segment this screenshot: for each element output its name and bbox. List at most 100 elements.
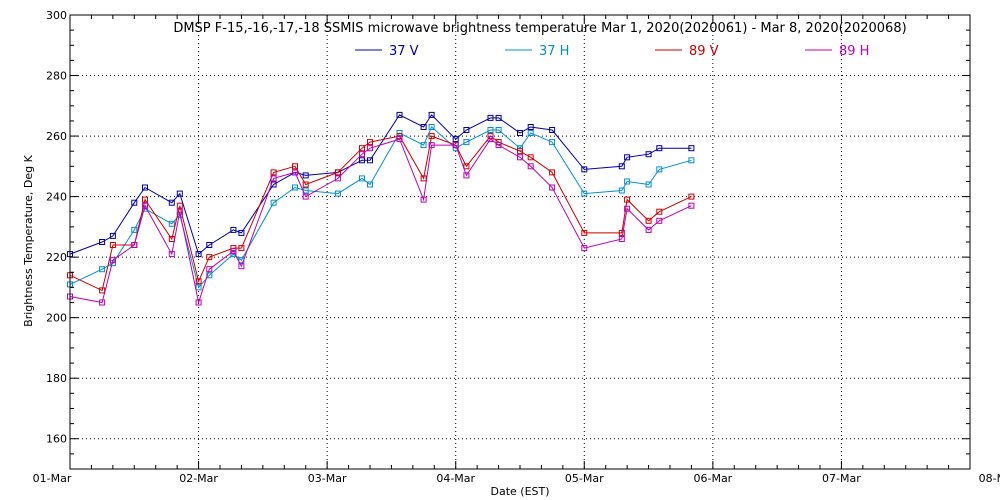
data-point-marker [688, 202, 695, 209]
data-point-marker [367, 139, 373, 146]
data-point-marker [452, 142, 459, 149]
data-point-marker [195, 278, 202, 285]
data-point-marker [195, 284, 202, 291]
legend-label: 89 H [839, 44, 869, 59]
data-point-marker [549, 169, 556, 176]
series-layer [67, 111, 695, 306]
data-point-marker [618, 236, 625, 242]
data-point-marker [270, 169, 277, 176]
data-point-marker [168, 220, 175, 227]
legend: 37 V 37 H 89 V 89 H [355, 44, 869, 59]
data-point-marker [688, 145, 695, 152]
data-point-marker [688, 193, 695, 200]
data-point-marker [206, 242, 213, 248]
data-point-marker [367, 145, 373, 152]
data-point-marker [292, 184, 298, 191]
data-point-marker [238, 245, 245, 252]
data-point-marker [270, 199, 277, 206]
data-point-marker [618, 229, 625, 236]
data-point-marker [168, 251, 175, 258]
data-point-marker [230, 248, 237, 255]
data-point-marker [142, 202, 148, 209]
x-tick-label: 08-Mar [979, 472, 1000, 485]
data-point-marker [396, 130, 403, 136]
data-point-marker [206, 272, 213, 279]
data-point-marker [549, 184, 556, 191]
data-point-marker [581, 190, 588, 197]
data-point-marker [428, 142, 435, 149]
data-point-marker [176, 202, 183, 209]
data-point-marker [99, 299, 106, 306]
data-point-marker [302, 181, 309, 188]
data-point-marker [359, 151, 365, 158]
data-point-marker [656, 217, 663, 224]
legend-item: 89 V [655, 44, 719, 59]
data-point-marker [238, 229, 245, 236]
data-point-marker [334, 175, 341, 182]
x-tick-label: 04-Mar [436, 472, 475, 485]
data-point-marker [302, 193, 309, 200]
data-point-marker [527, 130, 534, 136]
series-89-h [67, 136, 695, 306]
data-point-marker [517, 154, 523, 161]
data-point-marker [495, 127, 502, 133]
data-point-marker [517, 130, 523, 136]
data-point-marker [428, 124, 435, 130]
series-line [69, 135, 692, 292]
data-point-marker [463, 127, 470, 133]
data-point-marker [206, 254, 213, 261]
data-point-marker [367, 181, 373, 188]
data-point-marker [645, 226, 652, 233]
legend-item: 37 H [505, 44, 569, 59]
data-point-marker [131, 226, 138, 233]
data-point-marker [359, 157, 365, 164]
data-point-marker [292, 163, 298, 170]
data-point-marker [270, 175, 277, 182]
data-point-marker [452, 136, 459, 143]
data-point-marker [420, 142, 427, 149]
data-point-marker [238, 263, 245, 270]
data-point-marker [99, 287, 106, 294]
data-point-marker [463, 172, 470, 179]
y-tick-label: 280 [46, 70, 67, 83]
series-line [69, 114, 692, 255]
y-tick-label: 240 [46, 191, 67, 204]
data-point-marker [618, 187, 625, 194]
data-point-marker [168, 199, 175, 206]
data-point-marker [359, 175, 365, 182]
data-point-marker [495, 114, 502, 121]
chart-title: DMSP F-15,-16,-17,-18 SSMIS microwave br… [173, 21, 906, 36]
x-tick-label: 02-Mar [179, 472, 218, 485]
legend-item: 37 V [355, 44, 419, 59]
data-point-marker [206, 266, 213, 273]
data-point-marker [618, 163, 625, 170]
y-tick-labels: 160 180 200 220 240 260 280 300 [46, 9, 67, 446]
data-point-marker [142, 184, 148, 191]
data-point-marker [420, 196, 427, 203]
data-point-marker [624, 205, 631, 212]
data-point-marker [292, 169, 298, 176]
y-tick-label: 160 [46, 433, 67, 446]
data-point-marker [420, 124, 427, 130]
data-point-marker [487, 127, 494, 133]
x-tick-label: 01-Mar [33, 472, 72, 485]
x-tick-label: 05-Mar [565, 472, 604, 485]
x-tick-label: 06-Mar [693, 472, 732, 485]
data-point-marker [624, 196, 631, 203]
x-tick-labels: 01-Mar 02-Mar 03-Mar 04-Mar 05-Mar 06-Mar 07-M… [33, 472, 1000, 485]
data-point-marker [230, 226, 237, 233]
data-point-marker [549, 127, 556, 133]
data-point-marker [487, 136, 494, 143]
data-point-marker [334, 169, 341, 176]
data-point-marker [581, 245, 588, 252]
data-point-marker [176, 208, 183, 215]
data-point-marker [656, 145, 663, 152]
y-tick-label: 220 [46, 251, 67, 264]
data-point-marker [645, 151, 652, 158]
y-tick-label: 260 [46, 130, 67, 143]
legend-label: 89 V [689, 44, 719, 59]
data-point-marker [428, 111, 435, 118]
data-point-marker [176, 190, 183, 197]
